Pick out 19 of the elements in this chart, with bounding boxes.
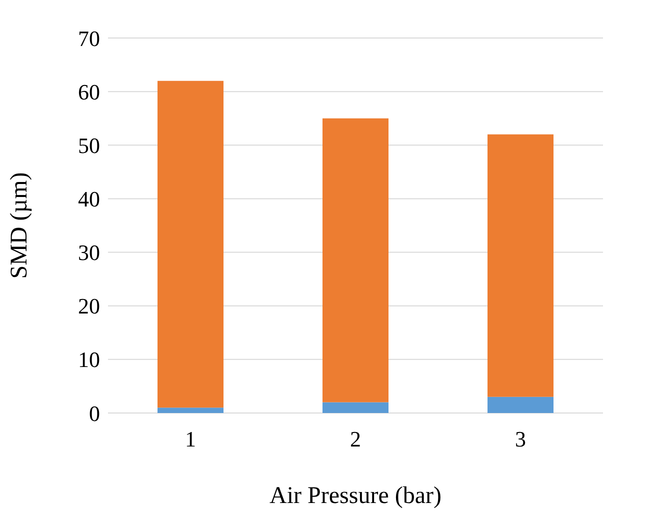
y-tick-label: 70 (78, 26, 100, 51)
x-axis-title: Air Pressure (bar) (270, 483, 442, 509)
bar (488, 396, 554, 413)
y-tick-label: 40 (78, 186, 100, 212)
x-tick-label: 2 (350, 426, 361, 452)
y-tick-label: 20 (78, 294, 100, 319)
bar (322, 118, 388, 402)
y-tick-label: 60 (78, 79, 100, 104)
bar (488, 134, 554, 397)
bar (322, 402, 388, 413)
x-tick-label: 3 (515, 426, 526, 452)
y-axis-title: SMD (µm) (6, 172, 33, 279)
bar (158, 408, 224, 413)
bar (158, 80, 224, 408)
y-tick-label: 50 (78, 132, 100, 158)
x-tick-label: 1 (185, 426, 196, 452)
y-tick-label: 30 (78, 240, 100, 266)
y-tick-label: 10 (78, 347, 100, 372)
y-tick-label: 0 (89, 400, 100, 426)
